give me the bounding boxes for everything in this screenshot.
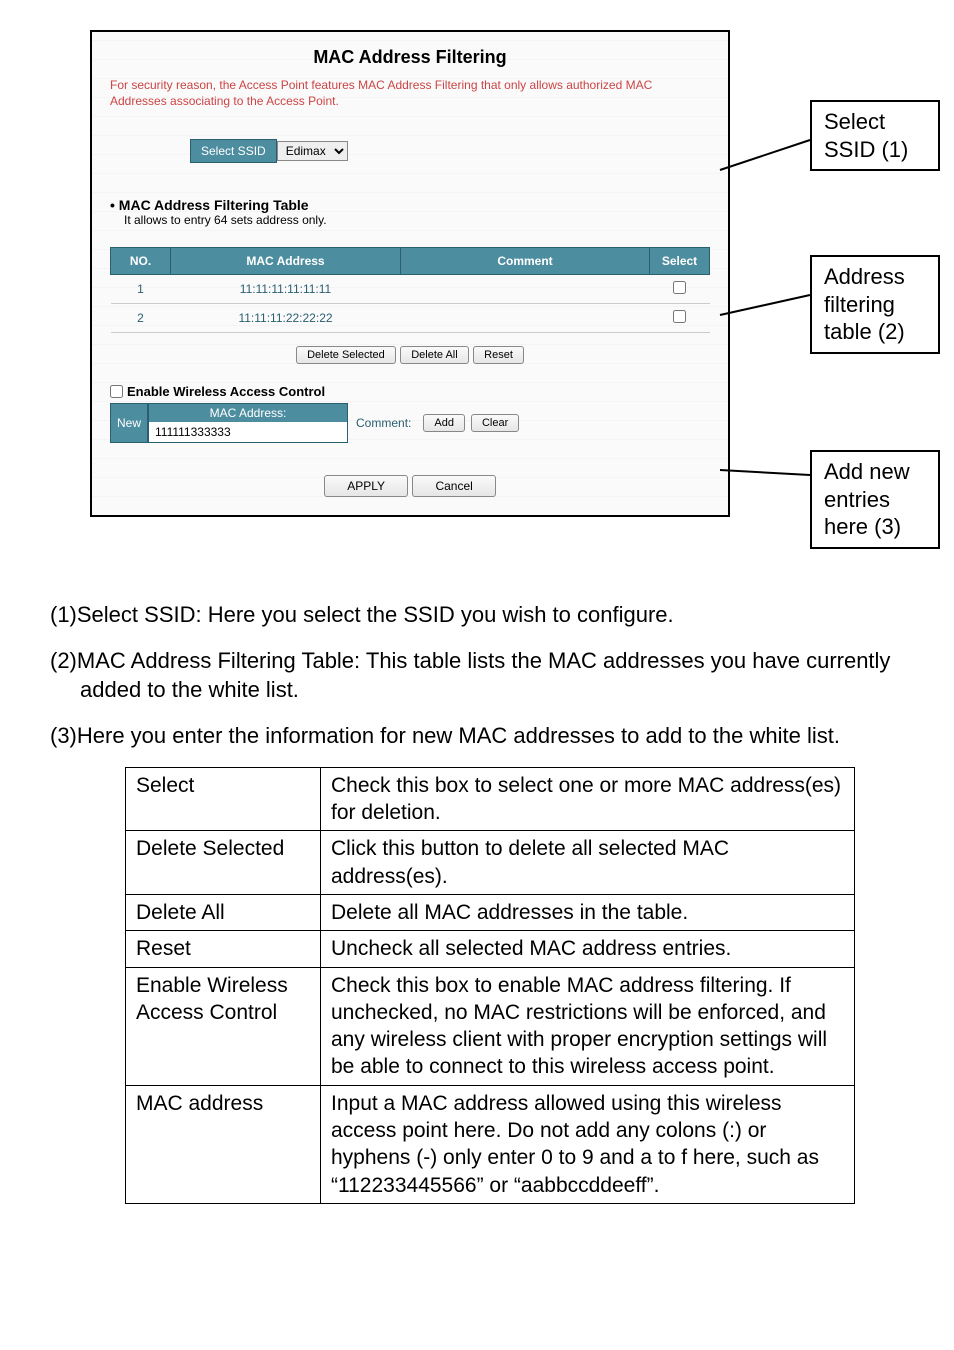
- enable-access-control-checkbox[interactable]: [110, 385, 123, 398]
- reset-button[interactable]: Reset: [473, 346, 524, 364]
- ref-key: Select: [126, 767, 321, 831]
- callout-line-2: [720, 280, 810, 340]
- cancel-button[interactable]: Cancel: [412, 475, 495, 497]
- ref-key: MAC address: [126, 1085, 321, 1203]
- note-3: (3)Here you enter the information for ne…: [50, 721, 914, 751]
- ref-value: Check this box to enable MAC address fil…: [321, 967, 855, 1085]
- ref-value: Check this box to select one or more MAC…: [321, 767, 855, 831]
- enable-access-control-label: Enable Wireless Access Control: [127, 384, 325, 399]
- mac-filter-table: NO. MAC Address Comment Select 1 11:11:1…: [110, 247, 710, 333]
- table-row: Enable Wireless Access ControlCheck this…: [126, 967, 855, 1085]
- ref-key: Reset: [126, 931, 321, 967]
- delete-all-button[interactable]: Delete All: [400, 346, 468, 364]
- ref-value: Delete all MAC addresses in the table.: [321, 894, 855, 930]
- comment-label: Comment:: [356, 416, 411, 430]
- ref-value: Uncheck all selected MAC address entries…: [321, 931, 855, 967]
- table-row: Delete SelectedClick this button to dele…: [126, 831, 855, 895]
- col-select: Select: [650, 248, 710, 275]
- new-entry-label: New: [110, 403, 148, 443]
- col-mac: MAC Address: [171, 248, 401, 275]
- filter-table-subtitle: It allows to entry 64 sets address only.: [124, 213, 710, 227]
- ref-value: Input a MAC address allowed using this w…: [321, 1085, 855, 1203]
- new-mac-value: 111111333333: [149, 422, 347, 442]
- annotated-screenshot: MAC Address Filtering For security reaso…: [50, 30, 914, 570]
- ref-key: Enable Wireless Access Control: [126, 967, 321, 1085]
- table-row: 2 11:11:11:22:22:22: [111, 304, 710, 333]
- ssid-label: Select SSID: [190, 139, 277, 163]
- ref-key: Delete All: [126, 894, 321, 930]
- table-row: 1 11:11:11:11:11:11: [111, 275, 710, 304]
- col-comment: Comment: [401, 248, 650, 275]
- callout-1: Select SSID (1): [810, 100, 940, 171]
- callout-3: Add new entries here (3): [810, 450, 940, 549]
- callout-2: Address filtering table (2): [810, 255, 940, 354]
- filter-table-title: MAC Address Filtering Table: [110, 197, 710, 213]
- new-mac-header: MAC Address:: [149, 404, 347, 422]
- callout-line-3: [720, 460, 810, 500]
- ref-key: Delete Selected: [126, 831, 321, 895]
- clear-button[interactable]: Clear: [471, 414, 519, 432]
- table-row: MAC addressInput a MAC address allowed u…: [126, 1085, 855, 1203]
- table-row: SelectCheck this box to select one or mo…: [126, 767, 855, 831]
- apply-button[interactable]: APPLY: [324, 475, 408, 497]
- config-panel: MAC Address Filtering For security reaso…: [90, 30, 730, 517]
- delete-selected-button[interactable]: Delete Selected: [296, 346, 396, 364]
- reference-table: SelectCheck this box to select one or mo…: [125, 767, 855, 1204]
- note-2: (2)MAC Address Filtering Table: This tab…: [50, 646, 914, 705]
- panel-description: For security reason, the Access Point fe…: [110, 78, 710, 109]
- col-no: NO.: [111, 248, 171, 275]
- ssid-select[interactable]: Edimax: [277, 141, 348, 161]
- ref-value: Click this button to delete all selected…: [321, 831, 855, 895]
- row-select-checkbox[interactable]: [673, 310, 686, 323]
- page-title: MAC Address Filtering: [110, 47, 710, 68]
- table-row: ResetUncheck all selected MAC address en…: [126, 931, 855, 967]
- callout-line-1: [720, 130, 810, 190]
- note-1: (1)Select SSID: Here you select the SSID…: [50, 600, 914, 630]
- row-select-checkbox[interactable]: [673, 281, 686, 294]
- add-button[interactable]: Add: [423, 414, 465, 432]
- table-row: Delete AllDelete all MAC addresses in th…: [126, 894, 855, 930]
